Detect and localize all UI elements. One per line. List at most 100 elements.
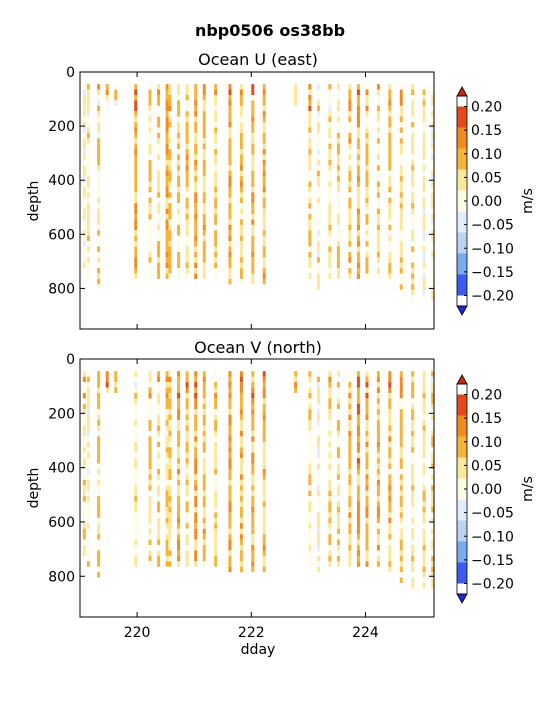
heatmap-cell: [157, 84, 161, 90]
heatmap-cell: [82, 523, 86, 529]
heatmap-cell: [177, 550, 181, 556]
heatmap-cell: [168, 132, 172, 139]
heatmap-cell: [202, 197, 206, 204]
heatmap-cell: [148, 485, 152, 491]
heatmap-cell: [376, 186, 380, 193]
heatmap-cell: [262, 566, 266, 573]
heatmap-cell: [316, 501, 320, 508]
heatmap-cell: [165, 436, 169, 442]
heatmap-cell: [251, 409, 255, 415]
heatmap-cell: [328, 436, 332, 442]
heatmap-cell: [294, 371, 298, 377]
heatmap-cell: [165, 409, 169, 415]
heatmap-cell: [336, 550, 340, 556]
heatmap-cell: [365, 425, 369, 431]
heatmap-cell: [97, 273, 101, 279]
heatmap-cell: [399, 463, 403, 469]
heatmap-cell: [194, 203, 198, 209]
heatmap-cell: [134, 430, 138, 437]
heatmap-cell: [194, 230, 198, 236]
heatmap-cell: [134, 403, 138, 410]
heatmap-cell: [148, 154, 152, 160]
heatmap-cell: [239, 214, 243, 220]
ocean-u-ylabel: depth: [26, 181, 42, 222]
heatmap-cell: [202, 251, 206, 258]
heatmap-cell: [308, 463, 312, 469]
heatmap-cell: [97, 251, 101, 258]
heatmap-cell: [134, 479, 138, 486]
heatmap-cell: [168, 430, 172, 437]
heatmap-cell: [422, 278, 426, 285]
heatmap-cell: [411, 371, 415, 377]
heatmap-cell: [202, 398, 206, 404]
heatmap-cell: [168, 262, 172, 269]
heatmap-cell: [388, 414, 392, 421]
heatmap-cell: [97, 463, 101, 469]
heatmap-cell: [82, 436, 86, 442]
heatmap-cell: [262, 409, 266, 415]
heatmap-cell: [214, 545, 218, 551]
heatmap-cell: [308, 89, 312, 95]
heatmap-cell: [168, 555, 172, 562]
heatmap-cell: [316, 403, 320, 410]
heatmap-cell: [86, 474, 90, 480]
heatmap-cell: [177, 420, 181, 426]
heatmap-cell: [431, 577, 435, 584]
heatmap-cell: [239, 501, 243, 508]
heatmap-cell: [356, 485, 360, 491]
heatmap-cell: [251, 94, 255, 101]
heatmap-cell: [228, 523, 232, 529]
heatmap-cell: [328, 555, 332, 562]
heatmap-cell: [431, 214, 435, 220]
heatmap-cell: [157, 398, 161, 404]
heatmap-cell: [134, 159, 138, 166]
heatmap-cell: [388, 496, 392, 502]
heatmap-cell: [399, 430, 403, 437]
heatmap-cell: [376, 116, 380, 123]
heatmap-cell: [177, 208, 181, 215]
heatmap-cell: [202, 116, 206, 123]
heatmap-cell: [228, 458, 232, 464]
heatmap-cell: [82, 392, 86, 399]
heatmap-cell: [168, 257, 172, 263]
heatmap-cell: [82, 501, 86, 508]
heatmap-cell: [422, 496, 426, 502]
heatmap-cell: [411, 463, 415, 469]
heatmap-cell: [411, 501, 415, 508]
heatmap-cell: [194, 425, 198, 431]
heatmap-cell: [157, 224, 161, 231]
heatmap-cell: [239, 192, 243, 198]
heatmap-cell: [356, 436, 360, 442]
heatmap-cell: [336, 561, 340, 567]
heatmap-cell: [228, 89, 232, 95]
heatmap-cell: [328, 251, 332, 258]
heatmap-cell: [168, 534, 172, 540]
heatmap-cell: [157, 425, 161, 431]
colorbar-tick-label: −0.20: [471, 289, 514, 305]
heatmap-cell: [177, 490, 181, 497]
heatmap-cell: [86, 132, 90, 139]
heatmap-cell: [356, 170, 360, 177]
heatmap-cell: [251, 485, 255, 491]
heatmap-cell: [157, 127, 161, 133]
heatmap-cell: [356, 474, 360, 480]
heatmap-cell: [202, 452, 206, 459]
heatmap-cell: [86, 463, 90, 469]
heatmap-cell: [365, 463, 369, 469]
heatmap-cell: [86, 512, 90, 518]
heatmap-cell: [177, 122, 181, 128]
heatmap-cell: [165, 545, 169, 551]
heatmap-cell: [185, 111, 189, 117]
heatmap-cell: [97, 479, 101, 486]
heatmap-cell: [214, 214, 218, 220]
heatmap-cell: [316, 122, 320, 128]
heatmap-cell: [376, 132, 380, 139]
heatmap-cell: [194, 219, 198, 225]
heatmap-cell: [194, 468, 198, 475]
heatmap-cell: [431, 452, 435, 459]
heatmap-cell: [82, 507, 86, 513]
heatmap-cell: [399, 512, 403, 518]
heatmap-cell: [411, 241, 415, 247]
heatmap-cell: [228, 392, 232, 399]
heatmap-cell: [348, 458, 352, 464]
